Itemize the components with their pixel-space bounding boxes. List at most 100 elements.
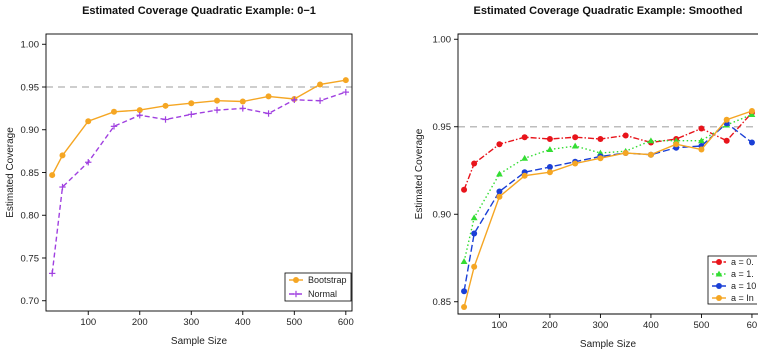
- x-tick-label: 200: [542, 320, 558, 331]
- series-1-point: [647, 137, 655, 144]
- series-0-point: [111, 108, 117, 115]
- series-1-point: [59, 183, 66, 191]
- series-0-point: [59, 152, 66, 159]
- series-0-point: [622, 132, 629, 139]
- series-0-point: [572, 134, 579, 141]
- series-0-point: [723, 137, 730, 144]
- legend-marker-3: [716, 295, 722, 301]
- series-1-point: [265, 110, 272, 117]
- series-1-point: [213, 106, 221, 114]
- y-axis-label: Estimated Coverage: [414, 128, 425, 219]
- y-tick-label: 1.00: [21, 40, 40, 51]
- right-panel-coverage-smoothed: Estimated Coverage Quadratic Example: Sm…: [414, 5, 758, 350]
- series-3-point: [572, 160, 579, 167]
- series-1-point: [136, 112, 143, 119]
- x-tick-label: 600: [338, 317, 354, 328]
- y-tick-label: 0.90: [21, 125, 40, 136]
- x-tick-label: 300: [592, 320, 608, 331]
- series-3-point: [461, 304, 468, 310]
- series-1-point: [342, 88, 350, 96]
- series-3-point: [748, 108, 755, 114]
- series-1-point: [239, 105, 246, 112]
- plot-frame: [457, 33, 758, 315]
- series-2-point: [546, 164, 553, 170]
- series-1-point: [316, 97, 324, 104]
- series-3-point: [673, 141, 680, 148]
- x-axis-label: Sample Size: [580, 339, 637, 350]
- x-tick-label: 100: [80, 317, 96, 328]
- legend: Bootstrap Normal: [284, 272, 352, 302]
- series-3-point: [546, 169, 553, 176]
- series-0-point: [342, 77, 349, 84]
- series-3-point: [521, 172, 528, 179]
- x-tick-label: 100: [491, 320, 507, 331]
- series-0-point: [162, 102, 169, 109]
- series-2-point: [471, 230, 478, 237]
- series-2-point: [461, 288, 468, 295]
- legend-label-0: Bootstrap: [308, 275, 347, 285]
- series-3-point: [647, 151, 654, 158]
- legend-label-1: Normal: [308, 289, 337, 299]
- series-group: [48, 77, 350, 277]
- y-tick-label: 0.80: [21, 211, 40, 222]
- series-0-point: [461, 186, 468, 193]
- series-2-point: [748, 139, 755, 146]
- x-tick-label: 400: [235, 317, 251, 328]
- y-tick-label: 0.90: [433, 210, 452, 221]
- chart-title: Estimated Coverage Quadratic Example: Sm…: [474, 5, 743, 17]
- series-0-point: [496, 141, 503, 148]
- legend-label-0: a = 0.: [731, 257, 754, 267]
- y-tick-label: 0.70: [21, 296, 40, 307]
- y-tick-label: 0.85: [21, 168, 40, 179]
- series-0-point: [317, 81, 324, 88]
- legend-label-1: a = 1.: [731, 269, 754, 279]
- series-line-0: [463, 112, 753, 190]
- legend-label-2: a = 10: [731, 281, 756, 291]
- x-tick-label: 200: [132, 317, 148, 328]
- legend-marker-0: [293, 277, 299, 283]
- y-tick-label: 1.00: [433, 35, 452, 46]
- series-3-point: [622, 150, 629, 156]
- x-tick-label: 60: [747, 320, 758, 331]
- series-1-point: [85, 159, 92, 166]
- series-1-point: [110, 123, 118, 130]
- series-0-point: [188, 100, 195, 107]
- series-line-1: [463, 113, 753, 262]
- y-tick-label: 0.75: [21, 253, 40, 264]
- series-1-point: [460, 258, 468, 265]
- series-0-point: [265, 93, 272, 100]
- x-axis-label: Sample Size: [171, 336, 228, 347]
- series-1-point: [698, 137, 705, 144]
- x-tick-label: 500: [694, 320, 710, 331]
- series-1-point: [571, 142, 579, 149]
- series-line-0: [51, 79, 346, 176]
- series-1-point: [291, 96, 298, 104]
- series-1-point: [188, 111, 195, 118]
- series-0-point: [521, 134, 528, 141]
- plot-frame: [45, 33, 353, 312]
- series-0-point: [698, 125, 705, 132]
- series-line-1: [51, 91, 347, 274]
- chart-title: Estimated Coverage Quadratic Example: 0−…: [82, 5, 316, 17]
- y-tick-label: 0.85: [433, 297, 452, 308]
- series-3-point: [597, 155, 604, 162]
- series-0-point: [471, 160, 478, 167]
- series-group: [460, 108, 756, 310]
- x-tick-label: 500: [286, 317, 302, 328]
- series-0-point: [49, 172, 56, 179]
- series-1-point: [546, 146, 554, 153]
- legend-marker-2: [716, 283, 722, 289]
- legend-label-3: a = In: [731, 293, 754, 303]
- series-0-point: [214, 97, 221, 104]
- series-0-point: [85, 118, 92, 125]
- legend: a = 0. a = 1. a = 10 a = In: [707, 255, 757, 305]
- series-3-point: [496, 193, 503, 200]
- y-axis-label: Estimated Coverage: [5, 127, 16, 218]
- series-3-point: [471, 263, 478, 270]
- legend-box: [707, 255, 757, 305]
- series-1-point: [162, 116, 169, 123]
- series-1-point: [496, 170, 503, 177]
- legend-marker-1: [715, 270, 723, 277]
- series-1-point: [748, 111, 756, 118]
